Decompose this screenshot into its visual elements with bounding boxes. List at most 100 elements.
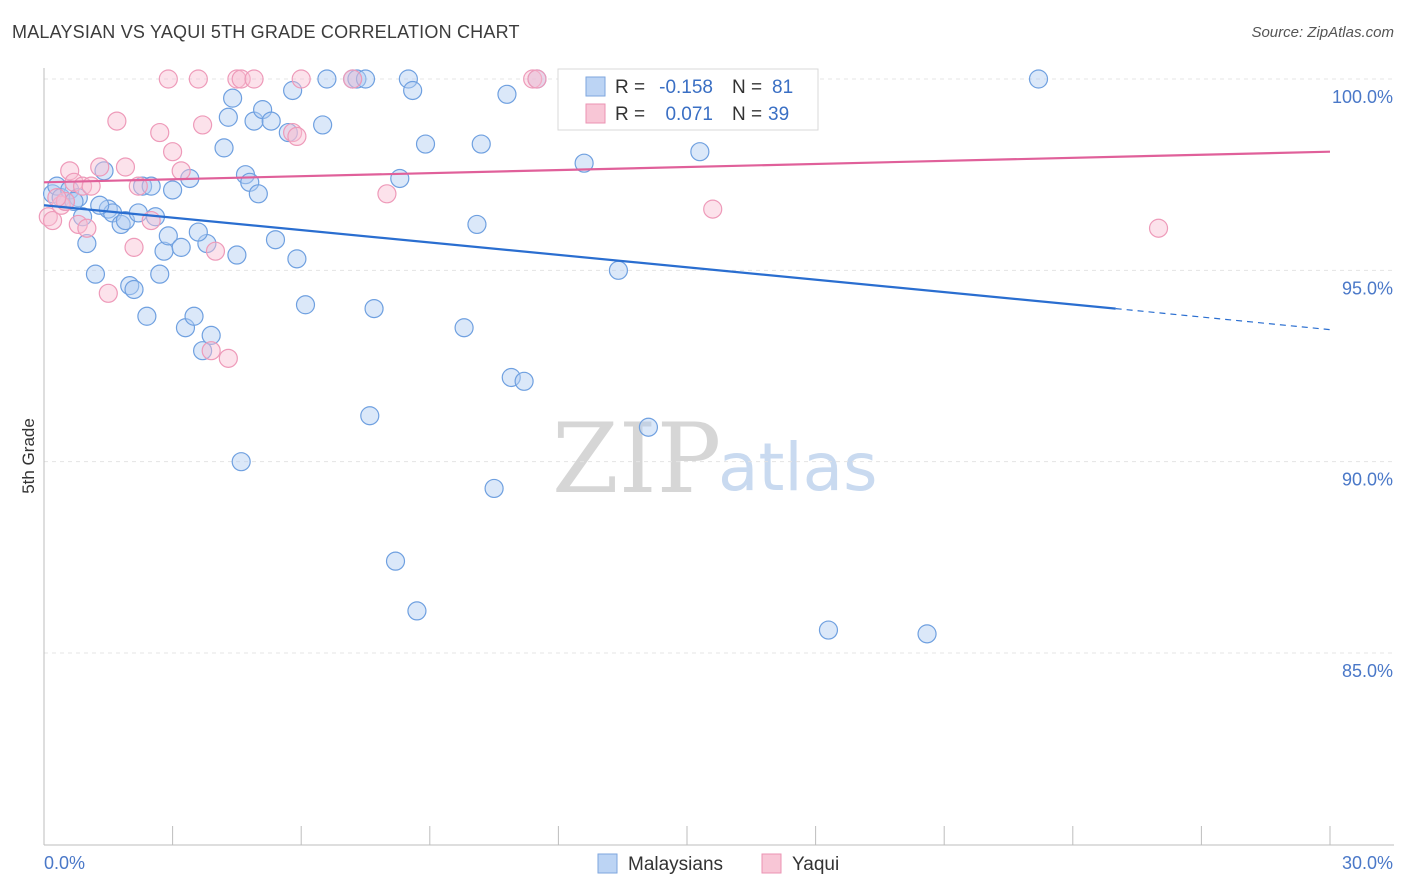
point-malaysians-22 — [158, 226, 178, 246]
bottom-legend-swatch-yaqui — [761, 853, 782, 874]
point-malaysians-75 — [917, 624, 937, 644]
bottom-legend-swatch-malaysians — [597, 853, 618, 874]
watermark-atlas: atlas — [718, 429, 878, 506]
point-malaysians-62 — [471, 134, 491, 154]
point-malaysians-74 — [818, 620, 839, 640]
point-malaysians-65 — [501, 367, 521, 388]
legend-r-label-2: R = — [615, 104, 645, 125]
y-tick-label-1: 95.0% — [1342, 278, 1393, 298]
point-yaqui-13 — [115, 157, 136, 177]
point-malaysians-52 — [360, 406, 380, 426]
point-yaqui-21 — [188, 69, 208, 89]
point-malaysians-58 — [407, 601, 427, 621]
point-malaysians-20 — [150, 264, 170, 284]
point-malaysians-68 — [574, 153, 594, 173]
watermark-zip: ZIP — [552, 403, 721, 515]
point-malaysians-8 — [85, 264, 106, 284]
point-yaqui-23 — [201, 341, 221, 361]
chart-title: MALAYSIAN VS YAQUI 5TH GRADE CORRELATION… — [12, 22, 520, 42]
point-malaysians-57 — [403, 80, 423, 101]
chart-source: Source: ZipAtlas.com — [1251, 24, 1394, 41]
point-malaysians-27 — [184, 306, 204, 326]
point-yaqui-24 — [205, 241, 226, 261]
point-yaqui-8 — [77, 218, 97, 238]
point-malaysians-32 — [218, 107, 238, 127]
gridlines — [44, 78, 1394, 654]
point-yaqui-4 — [60, 161, 80, 181]
trend-lines — [43, 150, 1331, 331]
series-legend: Malaysians Yaqui — [597, 853, 839, 875]
trend-line-malaysians-extension — [1115, 308, 1331, 331]
point-malaysians-60 — [454, 318, 474, 338]
y-axis-label: 5th Grade — [19, 418, 38, 494]
x-tick-label-max: 30.0% — [1342, 853, 1393, 873]
point-yaqui-25 — [218, 348, 238, 368]
point-malaysians-48 — [317, 69, 337, 89]
point-malaysians-53 — [364, 299, 384, 319]
point-malaysians-71 — [638, 417, 659, 437]
trend-line-yaqui — [43, 150, 1331, 184]
trend-line-malaysians — [43, 204, 1116, 310]
point-yaqui-19 — [163, 142, 183, 162]
point-yaqui-22 — [193, 115, 213, 135]
y-tick-label-3: 85.0% — [1342, 661, 1393, 681]
point-yaqui-32 — [343, 69, 363, 89]
x-tick-label-min: 0.0% — [44, 853, 85, 873]
point-malaysians-24 — [171, 237, 191, 257]
point-yaqui-20 — [171, 161, 191, 181]
y-tick-label-0: 100.0% — [1332, 87, 1393, 107]
point-malaysians-54 — [385, 551, 406, 571]
point-malaysians-46 — [295, 295, 316, 315]
point-yaqui-12 — [107, 111, 127, 131]
series-malaysians-points — [42, 69, 1049, 644]
point-malaysians-30 — [201, 325, 221, 345]
legend-n-value-2: 39 — [768, 104, 789, 125]
point-malaysians-23 — [163, 180, 183, 200]
bottom-legend-label-malaysians: Malaysians — [628, 854, 723, 875]
legend-r-label-1: R = — [615, 77, 645, 98]
point-yaqui-10 — [90, 157, 110, 177]
point-malaysians-45 — [287, 249, 307, 269]
point-malaysians-56 — [398, 69, 418, 89]
point-malaysians-35 — [231, 452, 251, 472]
point-yaqui-30 — [287, 126, 307, 146]
legend-r-value-2: 0.071 — [665, 104, 713, 125]
point-yaqui-18 — [158, 69, 178, 89]
point-yaqui-11 — [98, 283, 118, 303]
point-malaysians-34 — [227, 245, 247, 265]
point-yaqui-28 — [244, 69, 264, 89]
point-malaysians-69 — [608, 260, 629, 280]
point-malaysians-80 — [188, 222, 208, 242]
point-malaysians-31 — [214, 138, 234, 158]
point-yaqui-38 — [47, 188, 67, 208]
point-malaysians-61 — [467, 214, 487, 235]
legend-n-label-1: N = — [732, 77, 762, 98]
point-yaqui-37 — [1148, 218, 1169, 238]
point-malaysians-55 — [390, 168, 410, 189]
point-yaqui-34 — [523, 69, 543, 89]
point-malaysians-17 — [137, 306, 157, 326]
legend-n-label-2: N = — [732, 104, 762, 125]
stats-legend: R = -0.158 N = 81 R = 0.071 N = 39 — [557, 68, 819, 131]
point-malaysians-15 — [124, 279, 144, 300]
y-tick-labels: 100.0% 95.0% 90.0% 85.0% — [1332, 87, 1393, 681]
point-yaqui-17 — [150, 122, 170, 143]
legend-n-value-1: 81 — [772, 77, 793, 98]
y-tick-label-2: 90.0% — [1342, 470, 1393, 490]
point-malaysians-64 — [497, 84, 517, 104]
point-yaqui-31 — [291, 69, 311, 89]
point-malaysians-39 — [248, 184, 268, 204]
point-malaysians-72 — [690, 142, 710, 162]
x-ticks — [172, 826, 1331, 845]
point-yaqui-9 — [81, 176, 101, 196]
point-yaqui-35 — [527, 69, 547, 89]
point-malaysians-59 — [415, 134, 436, 154]
point-malaysians-63 — [484, 478, 504, 499]
point-yaqui-14 — [124, 237, 144, 257]
point-malaysians-33 — [223, 88, 243, 108]
series-yaqui-points — [38, 69, 1169, 368]
bottom-legend-label-yaqui: Yaqui — [792, 854, 839, 875]
point-yaqui-1 — [42, 210, 63, 231]
point-malaysians-42 — [265, 230, 286, 250]
